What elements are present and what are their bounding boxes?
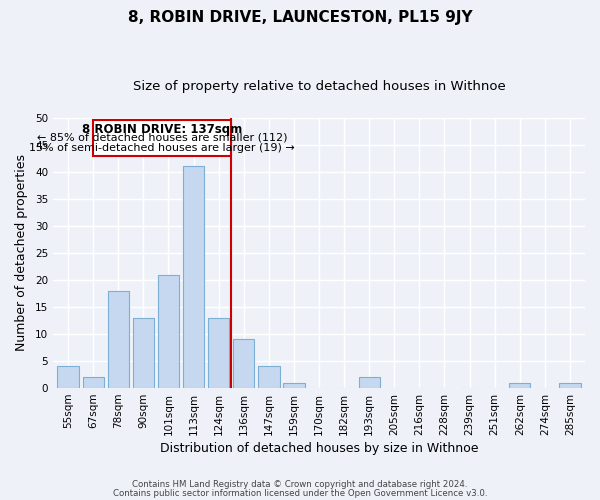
Y-axis label: Number of detached properties: Number of detached properties (15, 154, 28, 352)
Bar (158, 274, 179, 388)
Text: Contains public sector information licensed under the Open Government Licence v3: Contains public sector information licen… (113, 488, 487, 498)
Bar (359, 378, 380, 388)
Bar (133, 318, 154, 388)
Bar (107, 291, 129, 388)
Bar (509, 382, 530, 388)
FancyBboxPatch shape (93, 120, 231, 156)
Title: Size of property relative to detached houses in Withnoe: Size of property relative to detached ho… (133, 80, 505, 93)
Bar (258, 366, 280, 388)
X-axis label: Distribution of detached houses by size in Withnoe: Distribution of detached houses by size … (160, 442, 478, 455)
Text: Contains HM Land Registry data © Crown copyright and database right 2024.: Contains HM Land Registry data © Crown c… (132, 480, 468, 489)
Text: ← 85% of detached houses are smaller (112): ← 85% of detached houses are smaller (11… (37, 133, 287, 143)
Text: 8 ROBIN DRIVE: 137sqm: 8 ROBIN DRIVE: 137sqm (82, 123, 242, 136)
Text: 15% of semi-detached houses are larger (19) →: 15% of semi-detached houses are larger (… (29, 143, 295, 153)
Bar (183, 166, 204, 388)
Text: 8, ROBIN DRIVE, LAUNCESTON, PL15 9JY: 8, ROBIN DRIVE, LAUNCESTON, PL15 9JY (128, 10, 472, 25)
Bar (83, 378, 104, 388)
Bar (283, 382, 305, 388)
Bar (233, 340, 254, 388)
Bar (208, 318, 229, 388)
Bar (559, 382, 581, 388)
Bar (58, 366, 79, 388)
